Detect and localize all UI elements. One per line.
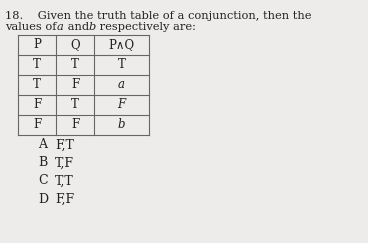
- Text: T: T: [71, 98, 79, 112]
- Text: D: D: [38, 192, 48, 206]
- Text: F: F: [33, 119, 41, 131]
- Text: Q: Q: [70, 38, 80, 52]
- Text: T: T: [33, 59, 41, 71]
- Text: b: b: [89, 22, 96, 32]
- Text: F,F: F,F: [55, 192, 74, 206]
- Text: a: a: [118, 78, 125, 92]
- Text: and: and: [64, 22, 93, 32]
- Text: F: F: [71, 78, 79, 92]
- Text: T: T: [71, 59, 79, 71]
- Text: C: C: [38, 174, 47, 188]
- Text: F: F: [33, 98, 41, 112]
- Text: T,F: T,F: [55, 156, 74, 170]
- Text: F,T: F,T: [55, 139, 74, 151]
- Text: values of: values of: [5, 22, 60, 32]
- Text: B: B: [38, 156, 47, 170]
- Text: A: A: [38, 139, 47, 151]
- Text: T,T: T,T: [55, 174, 74, 188]
- Text: T: T: [117, 59, 125, 71]
- Text: P∧Q: P∧Q: [109, 38, 135, 52]
- Text: F: F: [71, 119, 79, 131]
- Text: 18.    Given the truth table of a conjunction, then the: 18. Given the truth table of a conjuncti…: [5, 11, 311, 21]
- Text: T: T: [33, 78, 41, 92]
- Text: respectively are:: respectively are:: [96, 22, 196, 32]
- Text: b: b: [118, 119, 125, 131]
- Text: a: a: [57, 22, 64, 32]
- Text: F: F: [117, 98, 125, 112]
- Text: P: P: [33, 38, 41, 52]
